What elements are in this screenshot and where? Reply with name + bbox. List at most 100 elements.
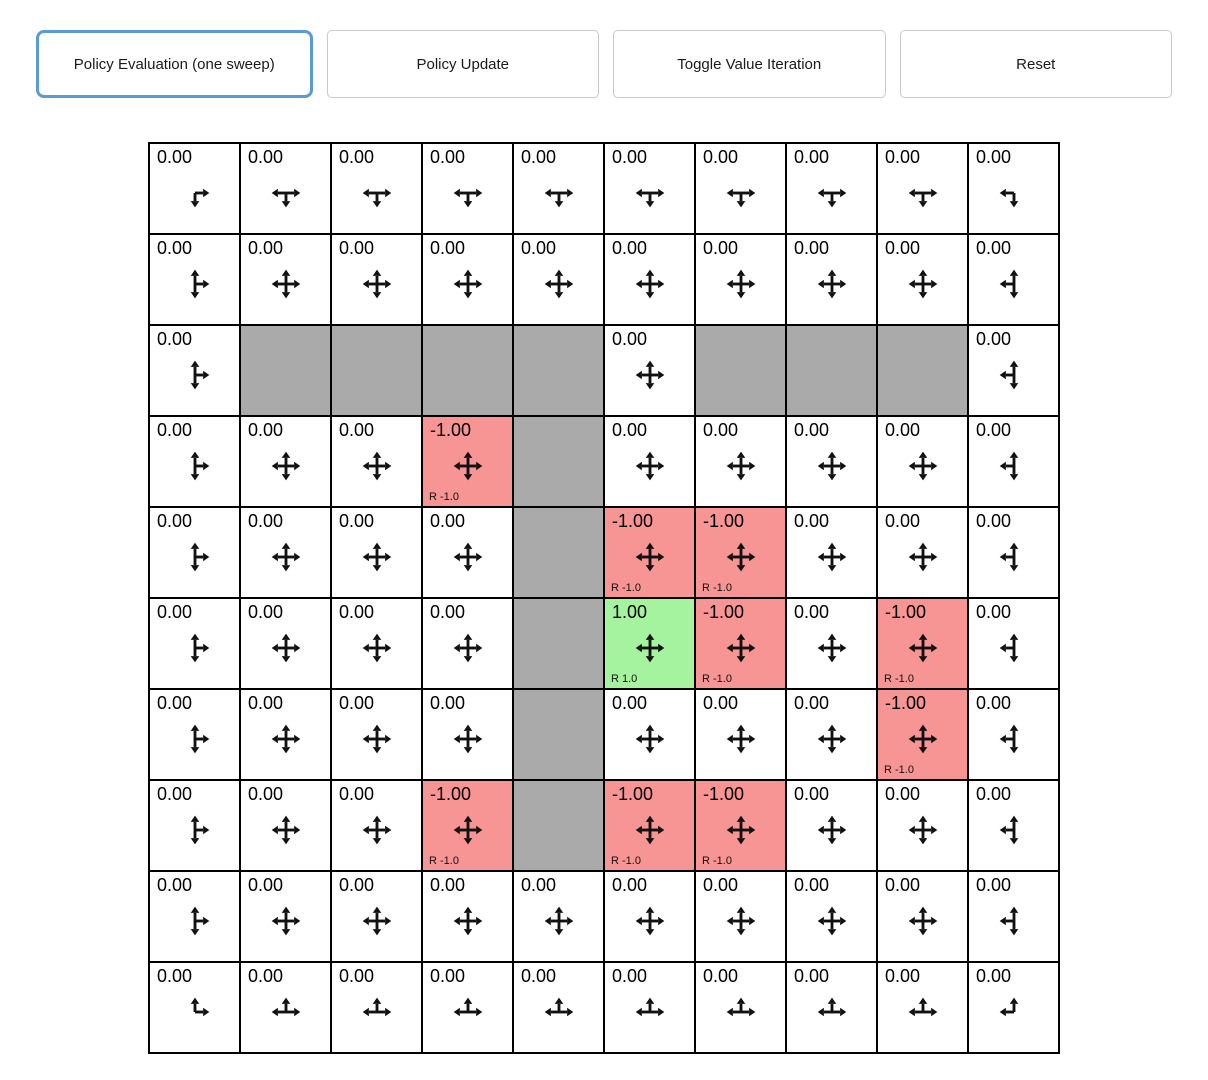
- grid-cell[interactable]: 0.00: [332, 781, 423, 872]
- grid-cell[interactable]: 0.00: [332, 872, 423, 963]
- policy-arrows-icon: [271, 269, 300, 299]
- grid-cell[interactable]: 0.00: [150, 872, 241, 963]
- grid-cell[interactable]: 0.00: [878, 872, 969, 963]
- grid-cell[interactable]: 0.00: [787, 144, 878, 235]
- grid-cell[interactable]: 0.00: [241, 872, 332, 963]
- grid-cell[interactable]: 0.00: [605, 326, 696, 417]
- grid-cell[interactable]: 0.00: [332, 599, 423, 690]
- grid-cell[interactable]: 0.00: [878, 963, 969, 1054]
- grid-cell[interactable]: -1.00 R -1.0: [696, 508, 787, 599]
- grid-cell[interactable]: 0.00: [423, 508, 514, 599]
- grid-cell[interactable]: 0.00: [605, 235, 696, 326]
- grid-cell[interactable]: 0.00: [150, 417, 241, 508]
- grid-cell[interactable]: 0.00: [150, 508, 241, 599]
- grid-cell[interactable]: 0.00: [696, 872, 787, 963]
- policy-arrows-icon: [999, 724, 1018, 754]
- grid-cell[interactable]: -1.00 R -1.0: [605, 508, 696, 599]
- grid-cell[interactable]: -1.00 R -1.0: [423, 417, 514, 508]
- policy-arrows-icon: [635, 724, 664, 754]
- policy-update-button[interactable]: Policy Update: [326, 30, 599, 98]
- grid-cell[interactable]: 0.00: [787, 781, 878, 872]
- grid-cell[interactable]: 0.00: [241, 599, 332, 690]
- grid-cell[interactable]: 0.00: [150, 781, 241, 872]
- grid-cell[interactable]: 0.00: [423, 872, 514, 963]
- grid-cell[interactable]: 0.00: [878, 144, 969, 235]
- grid-cell[interactable]: 0.00: [969, 599, 1060, 690]
- grid-cell[interactable]: 0.00: [605, 144, 696, 235]
- grid-cell[interactable]: 0.00: [150, 963, 241, 1054]
- grid-cell[interactable]: 0.00: [696, 963, 787, 1054]
- grid-cell[interactable]: 0.00: [423, 963, 514, 1054]
- grid-cell[interactable]: -1.00 R -1.0: [878, 690, 969, 781]
- grid-cell[interactable]: 0.00: [605, 417, 696, 508]
- grid-cell[interactable]: 0.00: [241, 235, 332, 326]
- grid-cell[interactable]: -1.00 R -1.0: [605, 781, 696, 872]
- grid-cell[interactable]: 0.00: [696, 235, 787, 326]
- grid-cell[interactable]: 0.00: [787, 235, 878, 326]
- grid-cell[interactable]: 0.00: [241, 508, 332, 599]
- grid-cell[interactable]: 0.00: [332, 235, 423, 326]
- grid-cell[interactable]: 0.00: [969, 963, 1060, 1054]
- grid-cell[interactable]: 0.00: [332, 417, 423, 508]
- grid-cell[interactable]: 0.00: [605, 872, 696, 963]
- grid-cell[interactable]: 0.00: [150, 599, 241, 690]
- grid-cell[interactable]: 0.00: [696, 417, 787, 508]
- grid-cell[interactable]: 0.00: [969, 417, 1060, 508]
- grid-cell[interactable]: -1.00 R -1.0: [696, 781, 787, 872]
- grid-cell[interactable]: 0.00: [241, 417, 332, 508]
- grid-cell[interactable]: 0.00: [878, 235, 969, 326]
- grid-cell[interactable]: 0.00: [787, 690, 878, 781]
- grid-cell[interactable]: 0.00: [150, 235, 241, 326]
- grid-cell[interactable]: 0.00: [878, 781, 969, 872]
- grid-cell[interactable]: 0.00: [241, 690, 332, 781]
- grid-cell[interactable]: 0.00: [696, 690, 787, 781]
- grid-cell[interactable]: 0.00: [878, 417, 969, 508]
- grid-cell[interactable]: 0.00: [969, 690, 1060, 781]
- grid-cell[interactable]: 0.00: [787, 599, 878, 690]
- grid-cell[interactable]: 0.00: [787, 963, 878, 1054]
- cell-value: 0.00: [794, 511, 830, 531]
- grid-cell[interactable]: 0.00: [787, 872, 878, 963]
- grid-cell[interactable]: 0.00: [150, 144, 241, 235]
- grid-cell[interactable]: 0.00: [969, 872, 1060, 963]
- cell-reward-label: R -1.0: [429, 855, 459, 867]
- grid-cell[interactable]: 0.00: [332, 690, 423, 781]
- grid-cell[interactable]: 0.00: [332, 963, 423, 1054]
- grid-cell[interactable]: 0.00: [969, 144, 1060, 235]
- grid-cell[interactable]: -1.00 R -1.0: [423, 781, 514, 872]
- policy-arrows-icon: [453, 906, 482, 936]
- grid-cell[interactable]: 0.00: [241, 144, 332, 235]
- reset-button[interactable]: Reset: [899, 30, 1172, 98]
- grid-cell[interactable]: 0.00: [787, 508, 878, 599]
- grid-cell[interactable]: 0.00: [696, 144, 787, 235]
- grid-cell[interactable]: 0.00: [241, 781, 332, 872]
- cell-value: 0.00: [430, 966, 466, 986]
- grid-cell[interactable]: -1.00 R -1.0: [878, 599, 969, 690]
- grid-cell[interactable]: 0.00: [514, 963, 605, 1054]
- grid-cell[interactable]: 0.00: [514, 235, 605, 326]
- policy-evaluation-button[interactable]: Policy Evaluation (one sweep): [36, 30, 313, 98]
- cell-value: 0.00: [885, 966, 921, 986]
- grid-cell[interactable]: 0.00: [514, 872, 605, 963]
- grid-cell[interactable]: 0.00: [969, 781, 1060, 872]
- grid-cell[interactable]: 0.00: [969, 326, 1060, 417]
- grid-cell[interactable]: 0.00: [423, 144, 514, 235]
- grid-cell[interactable]: 0.00: [150, 326, 241, 417]
- grid-cell[interactable]: 0.00: [878, 508, 969, 599]
- grid-cell[interactable]: 0.00: [514, 144, 605, 235]
- grid-cell[interactable]: 0.00: [423, 690, 514, 781]
- grid-cell[interactable]: 0.00: [241, 963, 332, 1054]
- toggle-value-iteration-button[interactable]: Toggle Value Iteration: [613, 30, 886, 98]
- grid-cell[interactable]: 0.00: [787, 417, 878, 508]
- grid-cell[interactable]: 0.00: [969, 508, 1060, 599]
- grid-cell[interactable]: 0.00: [605, 690, 696, 781]
- grid-cell[interactable]: 0.00: [605, 963, 696, 1054]
- grid-cell[interactable]: -1.00 R -1.0: [696, 599, 787, 690]
- grid-cell[interactable]: 1.00 R 1.0: [605, 599, 696, 690]
- grid-cell[interactable]: 0.00: [150, 690, 241, 781]
- grid-cell[interactable]: 0.00: [332, 144, 423, 235]
- grid-cell[interactable]: 0.00: [423, 235, 514, 326]
- grid-cell[interactable]: 0.00: [332, 508, 423, 599]
- grid-cell[interactable]: 0.00: [423, 599, 514, 690]
- grid-cell[interactable]: 0.00: [969, 235, 1060, 326]
